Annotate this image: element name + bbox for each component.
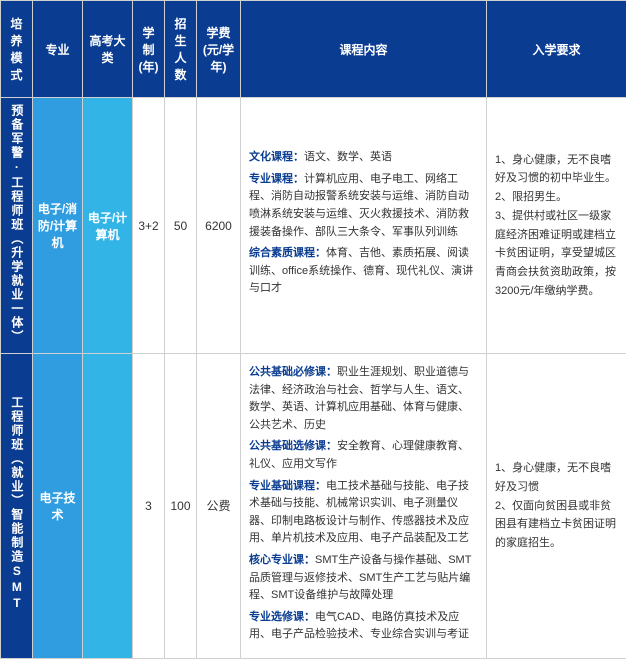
header-req: 入学要求: [487, 1, 626, 98]
header-years: 学制(年): [133, 1, 165, 98]
table-row: 工程师班（就业）智能制造SMT 电子技术 3100公费公共基础必修课：职业生涯规划、…: [1, 354, 626, 659]
count-cell: 50: [165, 98, 197, 354]
mode-cell: 预备军警·工程师班（升学就业一体）: [1, 98, 33, 354]
fee-cell: 6200: [197, 98, 241, 354]
mode-cell: 工程师班（就业）智能制造SMT: [1, 354, 33, 659]
course-label: 综合素质课程：: [249, 247, 326, 259]
course-segment: 综合素质课程：体育、吉他、素质拓展、阅读训练、office系统操作、德育、现代礼…: [249, 245, 478, 298]
req-cell: 1、身心健康，无不良嗜好及习惯2、仅面向贫困县或非贫困县有建档立卡贫困证明的家庭…: [487, 354, 626, 659]
mode-label: 工程师班（就业）智能制造SMT: [8, 396, 25, 612]
header-fee: 学费(元/学年): [197, 1, 241, 98]
course-label: 专业基础课程：: [249, 480, 326, 492]
major-cell: 电子/消防/计算机: [33, 98, 83, 354]
mode-label: 预备军警·工程师班（升学就业一体）: [8, 104, 25, 344]
course-label: 公共基础选修课：: [249, 440, 337, 452]
major-cell: 电子技术: [33, 354, 83, 659]
course-segment: 核心专业课：SMT生产设备与操作基础、SMT品质管理与返修技术、SMT生产工艺与…: [249, 552, 478, 605]
course-label: 核心专业课：: [249, 554, 315, 566]
req-line: 1、身心健康，无不良嗜好及习惯: [495, 459, 618, 496]
course-segment: 文化课程：语文、数学、英语: [249, 149, 478, 167]
header-course: 课程内容: [241, 1, 487, 98]
req-line: 1、身心健康，无不良嗜好及习惯的初中毕业生。: [495, 151, 618, 188]
table-row: 预备军警·工程师班（升学就业一体） 电子/消防/计算机电子/计算机3+250620…: [1, 98, 626, 354]
count-cell: 100: [165, 354, 197, 659]
header-row: 培养模式 专业 高考大类 学制(年) 招生人数 学费(元/学年) 课程内容 入学…: [1, 1, 626, 98]
category-cell: [83, 354, 133, 659]
header-major: 专业: [33, 1, 83, 98]
course-label: 公共基础必修课：: [249, 366, 337, 378]
req-line: 2、限招男生。: [495, 188, 618, 207]
req-line: 2、仅面向贫困县或非贫困县有建档立卡贫困证明的家庭招生。: [495, 497, 618, 553]
header-category: 高考大类: [83, 1, 133, 98]
course-text: 语文、数学、英语: [304, 151, 392, 163]
course-segment: 专业基础课程：电工技术基础与技能、电子技术基础与技能、机械常识实训、电子测量仪器…: [249, 478, 478, 548]
course-segment: 专业课程：计算机应用、电子电工、网络工程、消防自动报警系统安装与运维、消防自动喷…: [249, 171, 478, 241]
course-label: 专业选修课：: [249, 611, 315, 623]
years-cell: 3+2: [133, 98, 165, 354]
course-segment: 专业选修课：电气CAD、电路仿真技术及应用、电子产品检验技术、专业综合实训与考证: [249, 609, 478, 644]
course-segment: 公共基础必修课：职业生涯规划、职业道德与法律、经济政治与社会、哲学与人生、语文、…: [249, 364, 478, 434]
fee-cell: 公费: [197, 354, 241, 659]
req-line: 3、提供村或社区一级家庭经济困难证明或建档立卡贫困证明，享受望城区青商会扶贫资助…: [495, 207, 618, 300]
header-count: 招生人数: [165, 1, 197, 98]
req-cell: 1、身心健康，无不良嗜好及习惯的初中毕业生。2、限招男生。3、提供村或社区一级家…: [487, 98, 626, 354]
years-cell: 3: [133, 354, 165, 659]
course-label: 文化课程：: [249, 151, 304, 163]
table-body: 预备军警·工程师班（升学就业一体） 电子/消防/计算机电子/计算机3+250620…: [1, 98, 626, 659]
category-cell: 电子/计算机: [83, 98, 133, 354]
header-mode: 培养模式: [1, 1, 33, 98]
course-segment: 公共基础选修课：安全教育、心理健康教育、礼仪、应用文写作: [249, 438, 478, 473]
enrollment-table: 培养模式 专业 高考大类 学制(年) 招生人数 学费(元/学年) 课程内容 入学…: [0, 0, 626, 659]
course-label: 专业课程：: [249, 173, 304, 185]
course-cell: 文化课程：语文、数学、英语专业课程：计算机应用、电子电工、网络工程、消防自动报警…: [241, 98, 487, 354]
course-cell: 公共基础必修课：职业生涯规划、职业道德与法律、经济政治与社会、哲学与人生、语文、…: [241, 354, 487, 659]
